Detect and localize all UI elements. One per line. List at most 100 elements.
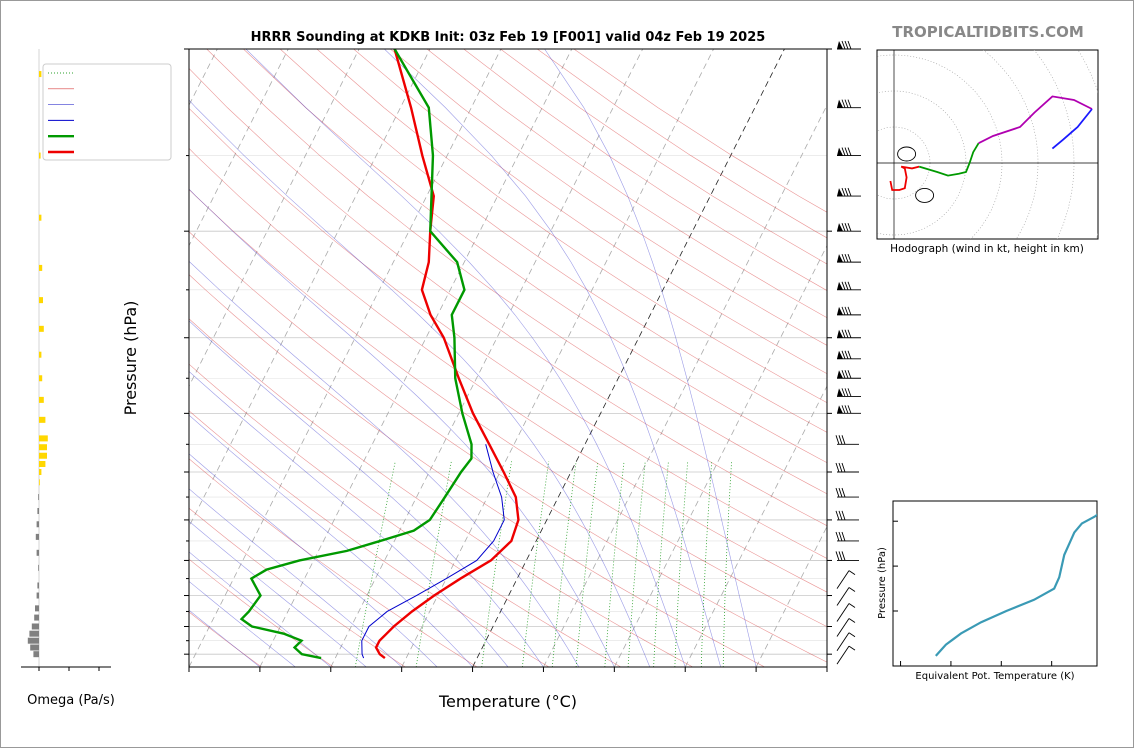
barb-pennant [837,147,843,156]
barb-flag [835,487,840,498]
wind-barb [837,147,861,157]
mixing-ratio-line [674,461,689,667]
dry-adiabat [353,49,827,375]
wind-barb [837,388,861,397]
barb-flag [838,487,843,498]
wind-barb [836,618,856,637]
omega-bar [35,533,39,540]
series-wetbulb-line [361,444,505,659]
barb-flag [847,40,852,50]
wind-barb [837,253,861,263]
barb-flag [847,306,852,316]
barb-shaft [836,570,850,589]
dry-adiabat [189,189,827,628]
mixing-ratio-line [604,461,625,667]
barb-flag [835,551,840,561]
omega-bar [33,651,39,658]
dry-adiabat [316,49,827,404]
wind-barb [835,462,859,473]
hodograph-plot [877,50,1098,239]
chart-title: HRRR Sounding at KDKB Init: 03z Feb 19 [… [251,30,766,45]
hodograph-frame [876,49,1099,240]
barb-flag [844,388,849,397]
barb-pennant [837,350,843,359]
pseudoadiabat [189,260,580,667]
barb-flag [844,187,849,197]
isotherm [401,49,714,667]
barb-flag [838,510,843,521]
series-temperature-line [374,49,520,660]
wind-barb [835,551,859,561]
dry-adiabat [426,49,827,319]
barb-flag [841,370,846,379]
barb-flag [841,147,846,156]
barb-flag [844,329,849,338]
omega-bar [37,582,39,589]
omega-bar [39,214,42,221]
omega-bar [39,479,40,486]
omega-bar [36,521,39,528]
barb-flag [844,99,849,108]
omega-label: Omega (Pa/s) [27,693,115,708]
wind-barb [835,435,859,445]
barb-flag [847,223,852,232]
isotherm [543,104,827,667]
zero-isotherm [472,49,785,667]
dry-adiabat [189,410,550,667]
omega-bar [36,549,39,556]
pseudoadiabat [189,414,473,667]
mixing-ratio-line [481,461,512,667]
wind-barb [837,99,861,109]
barb-flag [841,350,846,359]
barb-flag [841,187,846,197]
barb-flag [841,435,846,445]
wind-barb [836,603,856,622]
mixing-ratio-line [415,461,452,667]
barb-flag [844,253,849,263]
wind-barb [835,487,859,498]
barb-flag [835,510,840,521]
barb-flag [841,281,846,290]
barb-flag [835,435,840,445]
mixing-ratio-line [627,461,646,667]
pseudoadiabat [189,520,367,667]
barb-pennant [837,254,843,263]
omega-bar [39,71,42,78]
pseudoadiabat [189,370,509,667]
pseudoadiabat [189,320,544,667]
omega-panel: Omega (Pa/s) [21,49,115,708]
isotherm [755,525,827,667]
barb-flag [841,223,846,232]
wind-barb [835,531,859,542]
mixing-ratio-line [700,461,713,667]
legend [42,63,172,161]
omega-bar [39,469,42,476]
mixing-ratio-line [653,461,669,667]
omega-bar [39,325,44,332]
y-axis-label: Pressure (hPa) [121,301,140,416]
barb-flag [847,405,852,414]
omega-bar [39,460,46,467]
barb-flag [847,187,852,197]
theta-e-panel: Equivalent Pot. Temperature (K) Pressure… [877,500,1098,682]
omega-bar [36,592,39,599]
pseudoadiabat [189,453,438,667]
barb-shaft [836,632,850,651]
isotherm [259,49,573,667]
barb-flag [844,350,849,359]
barb-flag [841,487,846,498]
pseudoadiabat [189,99,651,667]
theta-e-xlabel: Equivalent Pot. Temperature (K) [915,671,1074,682]
barb-flag [847,99,852,108]
barb-flag [847,388,852,397]
dry-adiabat [189,558,334,667]
dry-adiabat [189,107,827,559]
series-dewpoint-line [239,49,473,660]
pseudoadiabat [189,188,615,667]
barb-flag [841,329,846,338]
omega-bar [39,351,42,358]
barb-flag [848,587,856,592]
dry-adiabat [189,458,478,667]
hodograph-trace [901,165,920,170]
